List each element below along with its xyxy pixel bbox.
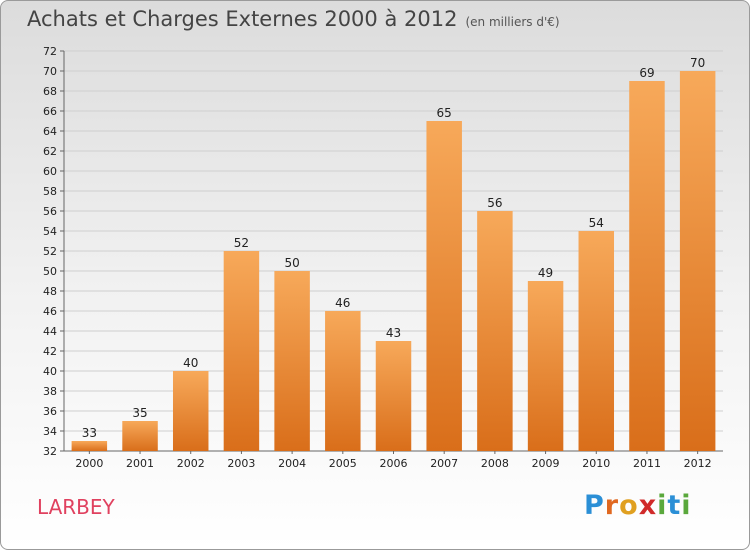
x-tick-label: 2009 bbox=[532, 457, 560, 470]
y-tick-label: 38 bbox=[43, 385, 57, 398]
y-tick-label: 50 bbox=[43, 265, 57, 278]
y-tick-label: 52 bbox=[43, 245, 57, 258]
bars bbox=[71, 71, 716, 451]
bar-value-label: 70 bbox=[690, 56, 705, 70]
y-tick-label: 40 bbox=[43, 365, 57, 378]
x-tick-label: 2007 bbox=[430, 457, 458, 470]
x-tick-label: 2010 bbox=[582, 457, 610, 470]
logo-letter: P bbox=[584, 490, 605, 521]
y-tick-label: 70 bbox=[43, 65, 57, 78]
logo-letter: i bbox=[657, 490, 668, 521]
y-tick-label: 58 bbox=[43, 185, 57, 198]
y-tick-label: 34 bbox=[43, 425, 57, 438]
x-tick-label: 2006 bbox=[380, 457, 408, 470]
bar-value-label: 43 bbox=[386, 326, 401, 340]
bar bbox=[71, 441, 108, 451]
x-tick-label: 2011 bbox=[633, 457, 661, 470]
y-tick-label: 48 bbox=[43, 285, 57, 298]
bar bbox=[426, 121, 462, 451]
y-tick-label: 44 bbox=[43, 325, 57, 338]
x-tick-label: 2012 bbox=[684, 457, 712, 470]
y-tick-label: 68 bbox=[43, 85, 57, 98]
bar-value-label: 69 bbox=[639, 66, 654, 80]
y-tick-label: 54 bbox=[43, 225, 57, 238]
y-tick-label: 32 bbox=[43, 445, 57, 458]
x-tick-label: 2008 bbox=[481, 457, 509, 470]
bar-value-label: 35 bbox=[132, 406, 147, 420]
logo-letter: x bbox=[638, 490, 658, 521]
bar bbox=[679, 71, 716, 451]
x-tick-label: 2004 bbox=[278, 457, 306, 470]
x-tick-label: 2002 bbox=[177, 457, 205, 470]
y-tick-label: 64 bbox=[43, 125, 57, 138]
y-tick-label: 36 bbox=[43, 405, 57, 418]
bar bbox=[477, 211, 513, 451]
bar bbox=[223, 251, 260, 451]
bar-value-label: 50 bbox=[284, 256, 299, 270]
x-tick-label: 2000 bbox=[75, 457, 103, 470]
bar bbox=[122, 421, 158, 451]
chart-subtitle: (en milliers d'€) bbox=[465, 15, 560, 29]
bar-value-label: 46 bbox=[335, 296, 350, 310]
labels: 32 34 36 38 40 42 44 46 48 50 52 54 56 58 60 62 64 66 68 70… bbox=[43, 45, 712, 470]
bar bbox=[527, 281, 564, 451]
proxiti-logo: Proxiti bbox=[584, 490, 692, 521]
bar-value-label: 49 bbox=[538, 266, 553, 280]
x-tick-label: 2005 bbox=[329, 457, 357, 470]
bar-value-label: 56 bbox=[487, 196, 502, 210]
x-tick-label: 2001 bbox=[126, 457, 154, 470]
bar bbox=[375, 341, 412, 451]
logo-letter: r bbox=[604, 490, 620, 521]
bar-value-label: 33 bbox=[82, 426, 97, 440]
y-tick-label: 60 bbox=[43, 165, 57, 178]
logo-letter: i bbox=[681, 490, 692, 521]
y-tick-label: 66 bbox=[43, 105, 57, 118]
logo-letter: o bbox=[619, 490, 639, 521]
bar bbox=[172, 371, 209, 451]
bar-value-label: 40 bbox=[183, 356, 198, 370]
bar bbox=[578, 231, 615, 451]
bar-value-label: 52 bbox=[234, 236, 249, 250]
y-tick-label: 56 bbox=[43, 205, 57, 218]
y-tick-label: 62 bbox=[43, 145, 57, 158]
y-tick-label: 42 bbox=[43, 345, 57, 358]
bar bbox=[274, 271, 310, 451]
bar-value-label: 54 bbox=[589, 216, 604, 230]
chart-title: Achats et Charges Externes 2000 à 2012 (e… bbox=[27, 7, 560, 31]
bar bbox=[325, 311, 361, 451]
y-tick-label: 72 bbox=[43, 45, 57, 58]
x-tick-label: 2003 bbox=[227, 457, 255, 470]
logo-letter: t bbox=[667, 490, 682, 521]
chart-title-text: Achats et Charges Externes 2000 à 2012 bbox=[27, 7, 458, 31]
place-name: LARBEY bbox=[37, 495, 115, 519]
y-tick-label: 46 bbox=[43, 305, 57, 318]
bar-value-label: 65 bbox=[437, 106, 452, 120]
bar bbox=[629, 81, 665, 451]
